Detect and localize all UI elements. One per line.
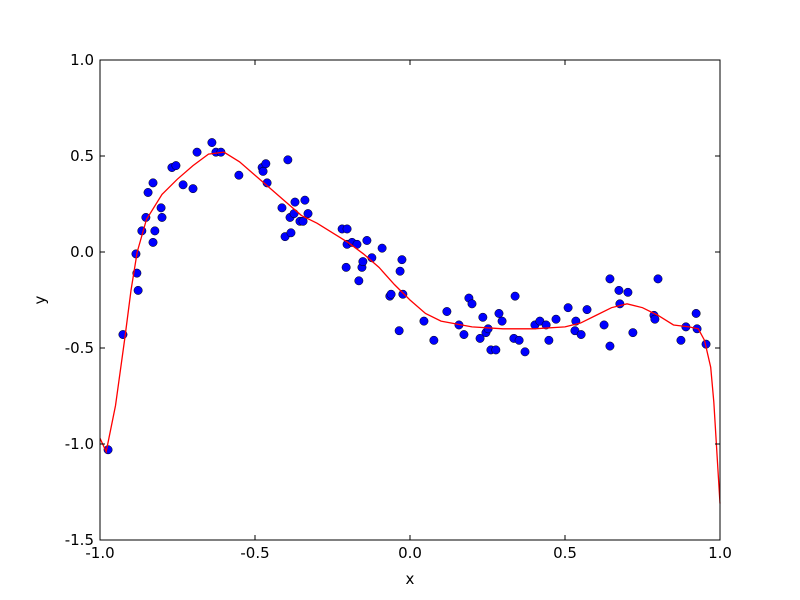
scatter-point bbox=[599, 320, 609, 330]
scatter-point bbox=[605, 274, 615, 284]
scatter-point bbox=[653, 274, 663, 284]
scatter-point bbox=[514, 335, 524, 345]
scatter-point bbox=[483, 324, 493, 334]
scatter-point bbox=[563, 303, 573, 313]
scatter-point bbox=[459, 330, 469, 340]
scatter-point bbox=[691, 308, 701, 318]
scatter-point bbox=[341, 262, 351, 272]
scatter-point bbox=[171, 161, 181, 171]
y-tick-label: -0.5 bbox=[65, 339, 94, 357]
scatter-point bbox=[362, 236, 372, 245]
scatter-point bbox=[277, 203, 287, 213]
scatter-point bbox=[290, 197, 300, 207]
scatter-point bbox=[395, 266, 405, 276]
y-tick-label: -1.5 bbox=[65, 531, 94, 549]
fit-line bbox=[99, 151, 721, 504]
x-axis-label: x bbox=[406, 570, 415, 588]
scatter-point bbox=[614, 285, 624, 295]
y-tick-label: 0.0 bbox=[70, 243, 94, 261]
x-tick-label: -0.5 bbox=[240, 544, 269, 562]
scatter-point bbox=[386, 289, 396, 299]
scatter-point bbox=[650, 314, 660, 324]
y-tick-label: -1.0 bbox=[65, 435, 94, 453]
scatter-point bbox=[354, 276, 364, 286]
scatter-point bbox=[188, 184, 198, 194]
scatter-point bbox=[494, 308, 504, 318]
scatter-point bbox=[429, 335, 439, 345]
y-tick-label: 0.5 bbox=[70, 147, 94, 165]
x-tick-label: 0.0 bbox=[398, 544, 422, 562]
scatter-point bbox=[628, 328, 638, 338]
x-tick-label: 1.0 bbox=[708, 544, 732, 562]
scatter-point bbox=[178, 180, 188, 190]
scatter-point bbox=[261, 159, 271, 169]
scatter-point bbox=[605, 341, 615, 351]
scatter-point bbox=[582, 305, 592, 315]
scatter-point bbox=[623, 287, 633, 297]
scatter-point bbox=[298, 216, 308, 226]
scatter-point bbox=[442, 307, 452, 316]
scatter-point bbox=[303, 209, 313, 219]
scatter-point bbox=[358, 257, 368, 267]
scatter-point bbox=[520, 347, 530, 357]
scatter-point bbox=[150, 226, 160, 236]
y-axis-label: y bbox=[31, 295, 49, 304]
scatter-point bbox=[133, 285, 143, 295]
scatter-point bbox=[148, 237, 158, 247]
scatter-point bbox=[394, 326, 404, 336]
x-tick-label: 0.5 bbox=[553, 544, 577, 562]
scatter-point bbox=[156, 203, 166, 213]
scatter-point bbox=[467, 299, 477, 309]
scatter-point bbox=[207, 138, 217, 148]
scatter-point bbox=[342, 224, 352, 234]
scatter-point bbox=[478, 312, 488, 322]
x-tick-label: -1.0 bbox=[85, 544, 114, 562]
scatter-point bbox=[398, 289, 408, 299]
y-tick-label: 1.0 bbox=[70, 51, 94, 69]
scatter-point bbox=[544, 335, 554, 345]
scatter-point bbox=[286, 228, 296, 238]
scatter-point bbox=[283, 155, 293, 165]
scatter-point bbox=[143, 188, 153, 197]
scatter-point bbox=[192, 147, 202, 157]
scatter-point bbox=[377, 243, 387, 253]
scatter-point bbox=[132, 268, 142, 278]
scatter-point bbox=[234, 170, 244, 180]
scatter-point bbox=[541, 320, 551, 330]
scatter-point bbox=[475, 333, 485, 343]
scatter-point bbox=[497, 316, 507, 326]
scatter-point bbox=[576, 330, 586, 340]
scatter-point bbox=[551, 314, 561, 324]
scatter-point bbox=[148, 178, 158, 188]
scatter-point bbox=[157, 212, 167, 222]
scatter-point bbox=[419, 316, 429, 326]
scatter-point bbox=[300, 195, 310, 205]
scatter-point bbox=[289, 209, 299, 219]
scatter-point bbox=[397, 255, 407, 265]
scatter-point bbox=[510, 291, 520, 301]
scatter-point bbox=[491, 345, 501, 355]
scatter-point bbox=[676, 335, 686, 345]
scatter-point bbox=[258, 166, 268, 176]
